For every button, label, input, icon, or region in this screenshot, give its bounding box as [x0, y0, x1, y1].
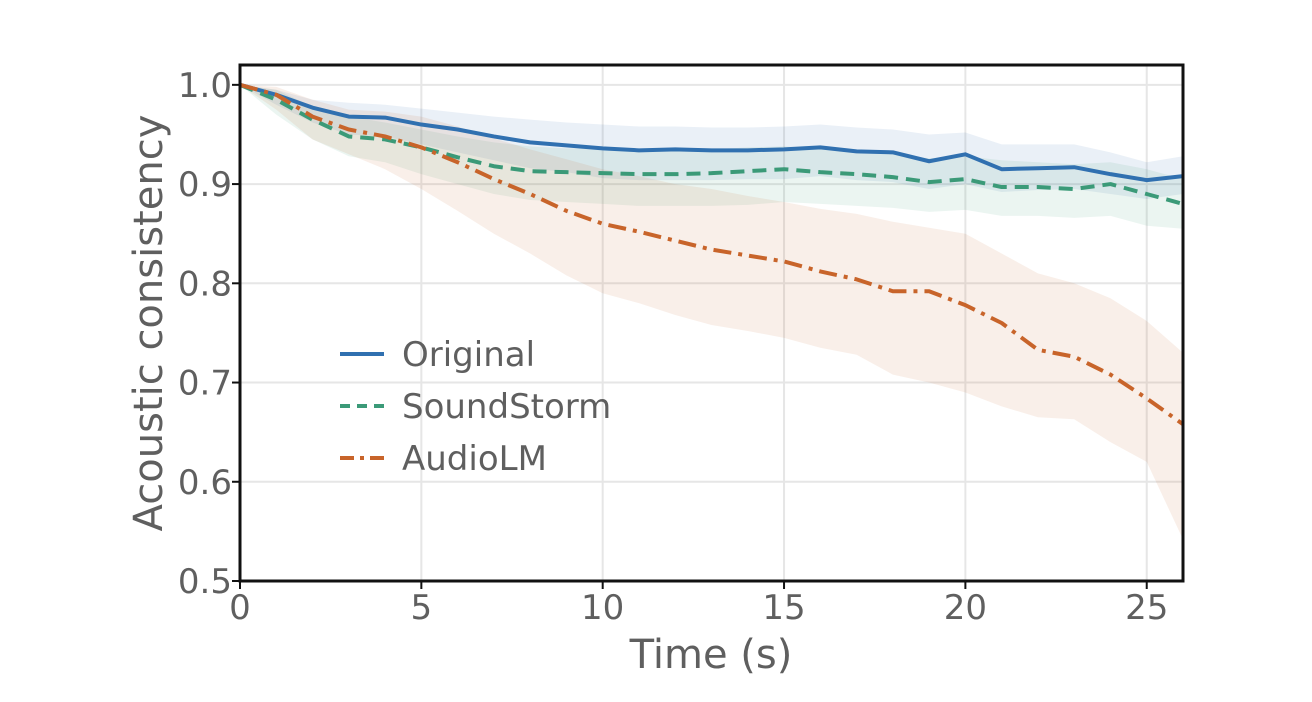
confidence-bands — [240, 84, 1183, 540]
line-audiolm — [239, 82, 1185, 426]
y-tick-label: 0.6 — [178, 463, 232, 503]
y-tick-label: 0.7 — [178, 364, 232, 404]
y-tick-label: 0.9 — [178, 165, 232, 205]
legend-label-audiolm: AudioLM — [402, 439, 547, 479]
series-lines — [239, 82, 1185, 426]
legend-label-soundstorm: SoundStorm — [402, 387, 611, 427]
line-soundstorm — [239, 82, 1184, 206]
x-axis-label: Time (s) — [629, 632, 793, 678]
band-original — [240, 84, 1183, 199]
y-tick-label: 0.5 — [178, 562, 232, 602]
x-tick-label: 15 — [762, 588, 805, 628]
plot-frame — [238, 63, 1185, 583]
x-tick-label: 20 — [944, 588, 987, 628]
x-tick-label: 25 — [1125, 588, 1168, 628]
x-tick-label: 10 — [581, 588, 624, 628]
line-original — [239, 82, 1184, 183]
y-tick-label: 0.8 — [178, 264, 232, 304]
legend: Original SoundStorm AudioLM — [340, 335, 611, 479]
x-tick-label: 5 — [411, 588, 433, 628]
x-tick-label: 0 — [229, 588, 251, 628]
band-soundstorm — [240, 84, 1183, 229]
legend-label-original: Original — [402, 335, 535, 375]
y-axis-label: Acoustic consistency — [126, 115, 172, 532]
y-tick-label: 1.0 — [178, 66, 232, 106]
band-audiolm — [240, 84, 1183, 540]
axis-ticks: 0 5 10 15 20 25 0.5 0.6 0.7 0.8 0.9 1.0 — [178, 66, 1168, 628]
